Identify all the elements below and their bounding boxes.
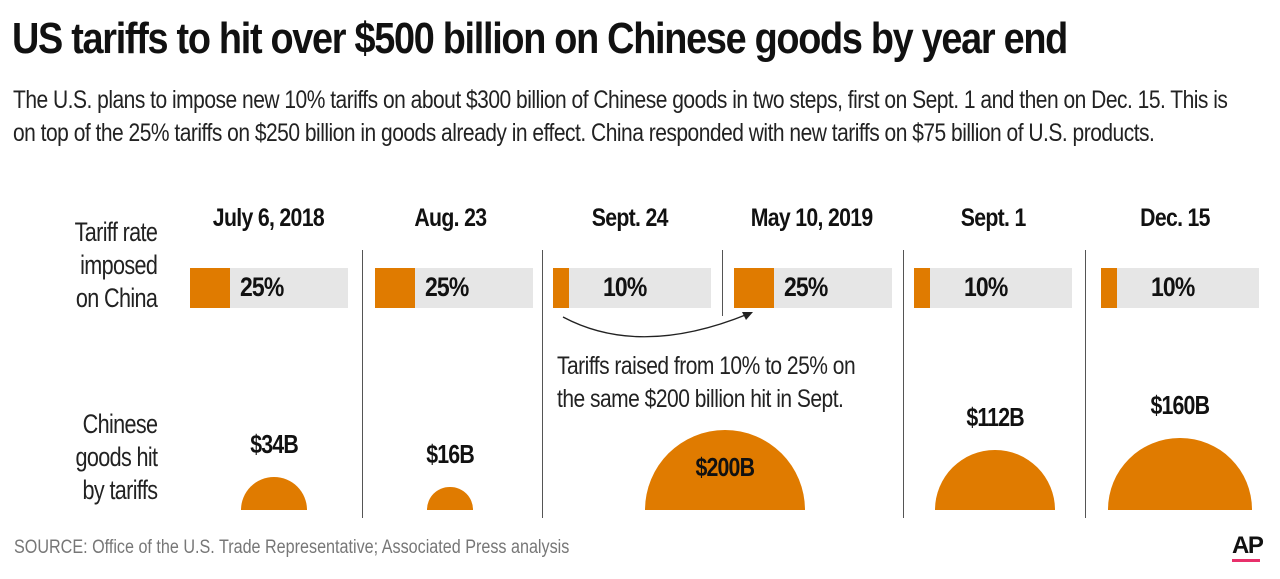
rate-label: 10% [1151, 272, 1195, 302]
goods-value-text: $160B [1150, 390, 1211, 421]
row-label-line: imposed [79, 250, 158, 280]
annotation-line: Tariffs raised from 10% to 25% on [557, 352, 856, 380]
rate-bar-track: 25% [734, 268, 892, 308]
column-divider [542, 250, 543, 518]
goods-semicircle [427, 487, 473, 510]
rate-bar-track: 10% [914, 268, 1072, 308]
chart-title: US tariffs to hit over $500 billion on C… [12, 14, 1068, 63]
goods-value-text: $16B [426, 439, 475, 470]
column-divider [903, 250, 904, 518]
goods-semicircle [241, 477, 307, 510]
row-label-goods: Chinese goods hit by tariffs [75, 408, 158, 507]
goods-semicircle [1108, 438, 1252, 510]
date-label: May 10, 2019 [751, 204, 873, 232]
column-divider [362, 250, 363, 518]
row-label-line: on China [75, 283, 158, 313]
rate-label: 10% [964, 272, 1008, 302]
source-note: SOURCE: Office of the U.S. Trade Represe… [14, 537, 570, 558]
ap-logo-underline [1232, 559, 1260, 562]
date-label: July 6, 2018 [212, 204, 324, 232]
rate-bar-fill [734, 268, 774, 308]
date-label: Aug. 23 [413, 204, 487, 232]
row-label-line: by tariffs [82, 475, 157, 505]
goods-value-label: $34B [194, 429, 354, 460]
row-label-rate: Tariff rate imposed on China [74, 216, 157, 315]
rate-bar-fill [1101, 268, 1117, 308]
ap-logo: AP [1232, 532, 1264, 559]
chart-subtitle: The U.S. plans to impose new 10% tariffs… [13, 86, 1228, 147]
rate-bar-fill [553, 268, 569, 308]
rate-label: 25% [240, 272, 284, 302]
annotation-line: the same $200 billion hit in Sept. [557, 385, 844, 413]
rate-bar-fill [375, 268, 415, 308]
arrow-annotation [562, 312, 753, 338]
column-date: Sept. 1 [903, 204, 1083, 233]
goods-value-text: $200B [695, 452, 756, 482]
rate-bar-track: 10% [553, 268, 711, 308]
goods-value-text: $112B [966, 402, 1024, 433]
row-label-line: Tariff rate [74, 217, 157, 247]
rate-label: 25% [784, 272, 828, 302]
column-date: Sept. 24 [540, 204, 720, 233]
goods-value-label: $160B [1100, 390, 1260, 421]
goods-value-label: $200B [645, 452, 805, 483]
row-label-line: goods hit [75, 442, 158, 472]
rate-label: 10% [603, 272, 647, 302]
goods-semicircle [935, 450, 1055, 510]
rate-bar-fill [190, 268, 230, 308]
rate-bar-track: 25% [190, 268, 348, 308]
rate-label: 25% [425, 272, 469, 302]
date-label: Sept. 24 [591, 204, 669, 232]
date-label: Sept. 1 [960, 204, 1027, 232]
rate-bar-track: 10% [1101, 268, 1259, 308]
arrow-curve [562, 313, 749, 338]
goods-value-label: $16B [370, 439, 530, 470]
goods-value-text: $34B [250, 429, 299, 459]
annotation-text: Tariffs raised from 10% to 25% on the sa… [557, 350, 856, 416]
rate-bar-track: 25% [375, 268, 533, 308]
goods-value-label: $112B [915, 402, 1075, 433]
column-divider [722, 250, 723, 316]
column-divider [1085, 250, 1086, 518]
rate-bar-fill [914, 268, 930, 308]
column-date: Aug. 23 [360, 204, 540, 233]
column-date: July 6, 2018 [178, 204, 358, 233]
column-date: May 10, 2019 [722, 204, 902, 233]
column-date: Dec. 15 [1085, 204, 1265, 233]
row-label-line: Chinese [82, 409, 157, 439]
arrowhead-icon [742, 312, 753, 320]
date-label: Dec. 15 [1140, 204, 1210, 232]
